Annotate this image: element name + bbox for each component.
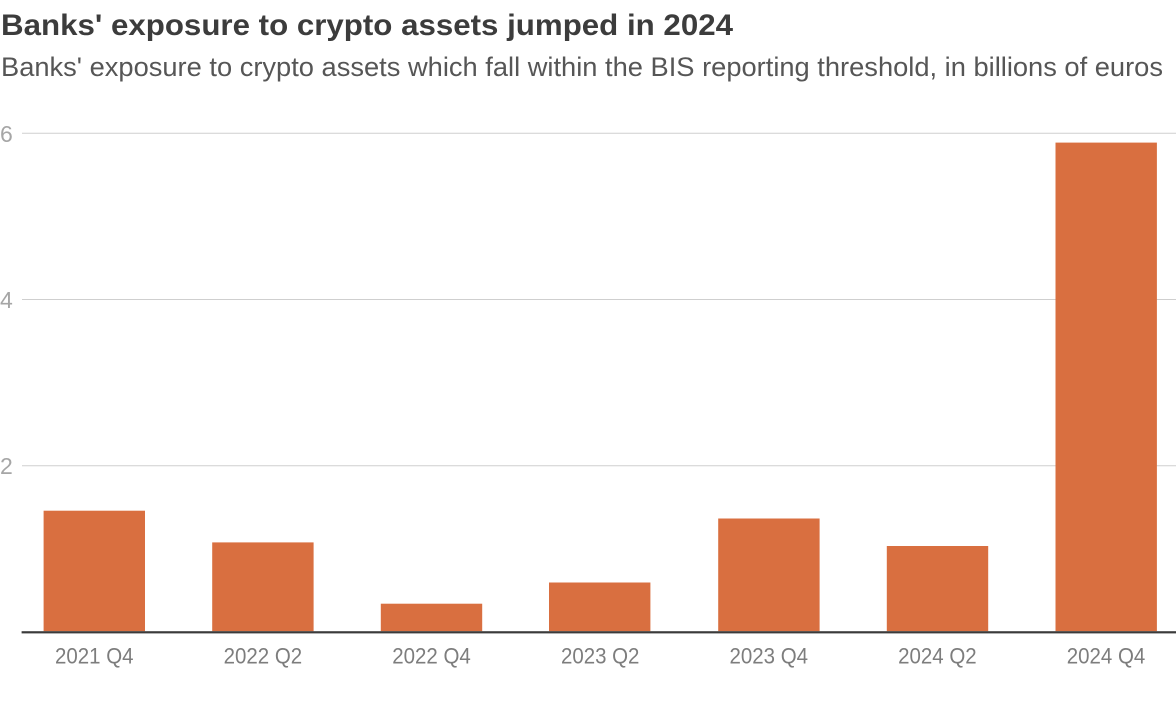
svg-text:2022 Q4: 2022 Q4 [392,644,471,669]
svg-text:4: 4 [0,287,13,313]
svg-text:2024 Q2: 2024 Q2 [898,644,977,669]
svg-text:2022 Q2: 2022 Q2 [224,644,303,669]
svg-text:Banks' exposure to crypto asse: Banks' exposure to crypto assets which f… [1,52,1163,82]
svg-text:2023 Q2: 2023 Q2 [561,644,640,669]
svg-text:Banks' exposure to crypto asse: Banks' exposure to crypto assets jumped … [1,9,733,42]
svg-text:2023 Q4: 2023 Q4 [730,644,809,669]
svg-text:2021 Q4: 2021 Q4 [55,644,134,669]
svg-text:6: 6 [0,121,13,147]
svg-text:2024 Q4: 2024 Q4 [1067,644,1146,669]
svg-text:2: 2 [0,453,13,479]
